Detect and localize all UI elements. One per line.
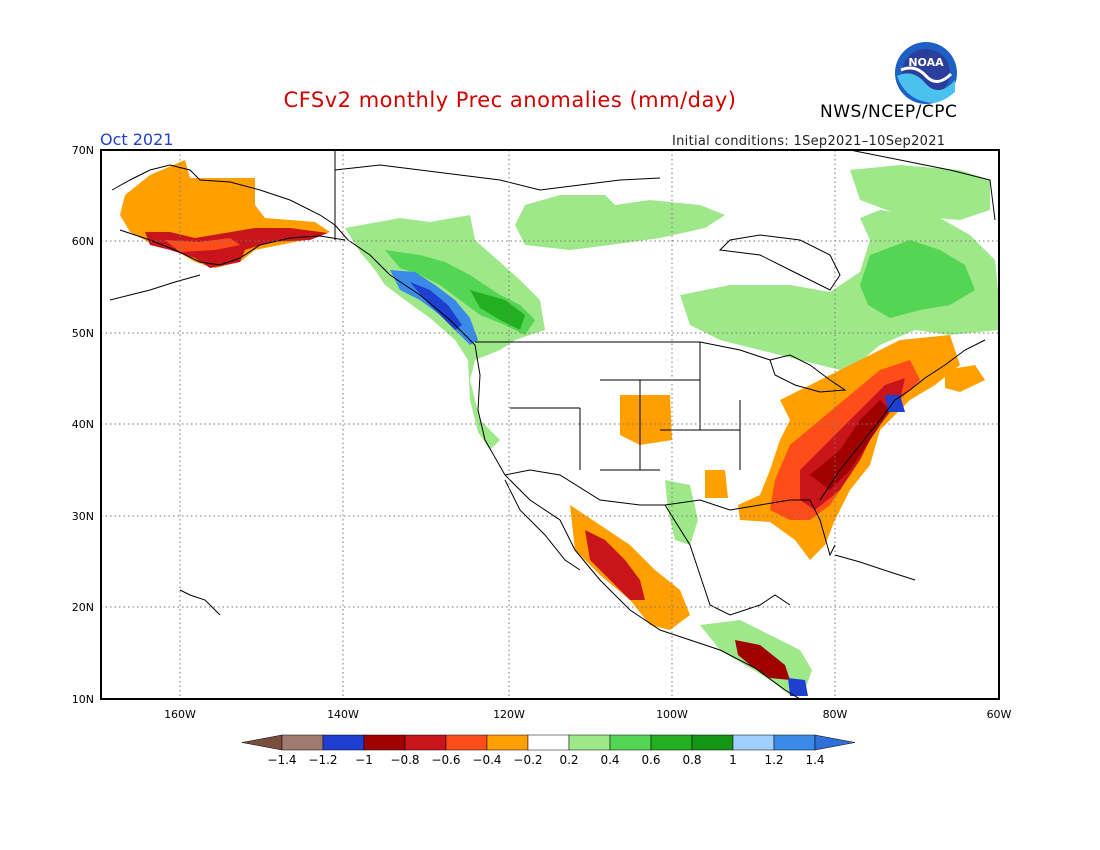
alaska-coast	[111, 164, 349, 241]
colorbar-swatch	[281, 734, 324, 751]
lon-label: 80W	[823, 708, 848, 721]
arctic-coast	[334, 164, 661, 191]
lat-label: 20N	[72, 601, 94, 614]
map-frame	[100, 149, 1000, 700]
colorbar-label: 1	[729, 753, 737, 767]
west-coast	[347, 239, 576, 551]
lon-label: 160W	[164, 708, 196, 721]
hawaii	[179, 589, 221, 616]
colorbar-swatch	[404, 734, 447, 751]
colorbar-label: −0.2	[513, 753, 542, 767]
colorbar-label: 0.2	[559, 753, 578, 767]
great-lakes	[769, 354, 847, 393]
lat-label: 60N	[72, 235, 94, 248]
central-america-red	[735, 640, 790, 680]
alaska-south-coast	[119, 229, 346, 266]
new-england-blue	[885, 395, 905, 412]
east-coast	[819, 339, 986, 501]
colorbar-low-arrow	[241, 734, 283, 751]
nunavut-wet	[515, 195, 725, 250]
mexico-red	[585, 530, 645, 600]
lon-label: 60W	[987, 708, 1012, 721]
mexico-green	[665, 480, 698, 545]
colorbar-label: −1	[355, 753, 373, 767]
colorbar-label: −0.4	[472, 753, 501, 767]
organization-label: NWS/NCEP/CPC	[820, 102, 958, 122]
land-outline	[109, 150, 996, 699]
noaa-logo-icon: NOAA	[895, 42, 957, 104]
svg-text:NOAA: NOAA	[908, 56, 944, 69]
colorbar-label: 1.2	[764, 753, 783, 767]
us-mexico-border	[504, 469, 665, 506]
colorbar-label: 1.4	[805, 753, 824, 767]
baja	[504, 479, 581, 571]
colorbar-label: −1.2	[308, 753, 337, 767]
lon-labels: 160W 140W 120W 100W 80W 60W	[164, 708, 1011, 721]
colorbar-swatch	[363, 734, 406, 751]
texas-dry	[705, 470, 728, 498]
us-gulf-coast	[664, 499, 836, 557]
lon-label: 140W	[327, 708, 359, 721]
labrador-wet	[860, 240, 975, 318]
lat-label: 50N	[72, 327, 94, 340]
nova-scotia-dry	[945, 365, 985, 392]
lon-label: 120W	[493, 708, 525, 721]
alaska-orange-strip	[165, 238, 240, 252]
hudson-bay-wet	[850, 165, 990, 220]
colorbar-label: −0.6	[431, 753, 460, 767]
colorbar-swatch	[650, 734, 693, 751]
colorbar-high-arrow	[814, 734, 856, 751]
cuba	[834, 554, 916, 581]
southeast-darkred	[810, 400, 890, 490]
colorbar: −1.4 −1.2 −1 −0.8 −0.6 −0.4 −0.2 0.2 0.4 0.6 0.8 1 1…	[241, 734, 856, 767]
forecast-month: Oct 2021	[100, 130, 174, 149]
central-america-blue	[788, 678, 808, 696]
colorbar-label: −0.8	[390, 753, 419, 767]
greenland	[849, 150, 996, 221]
lat-label: 30N	[72, 510, 94, 523]
colorbar-swatch	[527, 734, 570, 751]
mexico-pacific-coast	[574, 549, 801, 699]
bc-blue-strip	[410, 282, 462, 330]
lon-label: 100W	[656, 708, 688, 721]
colorbar-swatch	[445, 734, 488, 751]
anomaly-field	[120, 160, 999, 696]
alaska-red-region	[145, 228, 328, 268]
colorbar-swatch	[568, 734, 611, 751]
colorbar-label: 0.8	[682, 753, 701, 767]
colorbar-label: 0.6	[641, 753, 660, 767]
colorbar-label: −1.4	[267, 753, 296, 767]
colorbar-swatch	[322, 734, 365, 751]
us-canada-border	[475, 341, 771, 361]
colorado-dry	[620, 395, 672, 445]
colorbar-swatch	[486, 734, 529, 751]
initial-conditions: Initial conditions: 1Sep2021–10Sep2021	[672, 134, 946, 149]
colorbar-swatch	[691, 734, 734, 751]
gulf-coast	[664, 504, 791, 616]
chart-title: CFSv2 monthly Prec anomalies (mm/day)	[283, 88, 737, 112]
colorbar-swatch	[732, 734, 775, 751]
state-lines	[510, 342, 741, 471]
colorbar-swatch	[609, 734, 652, 751]
colorbar-swatch	[773, 734, 816, 751]
lat-label: 40N	[72, 418, 94, 431]
bc-very-wet	[470, 290, 525, 330]
hudson-bay	[718, 234, 841, 291]
lat-label: 10N	[72, 693, 94, 706]
graticule	[101, 150, 999, 699]
lat-labels: 70N 60N 50N 40N 30N 20N 10N	[72, 144, 94, 706]
lat-label: 70N	[72, 144, 94, 157]
aleutians	[109, 274, 201, 301]
colorbar-label: 0.4	[600, 753, 619, 767]
